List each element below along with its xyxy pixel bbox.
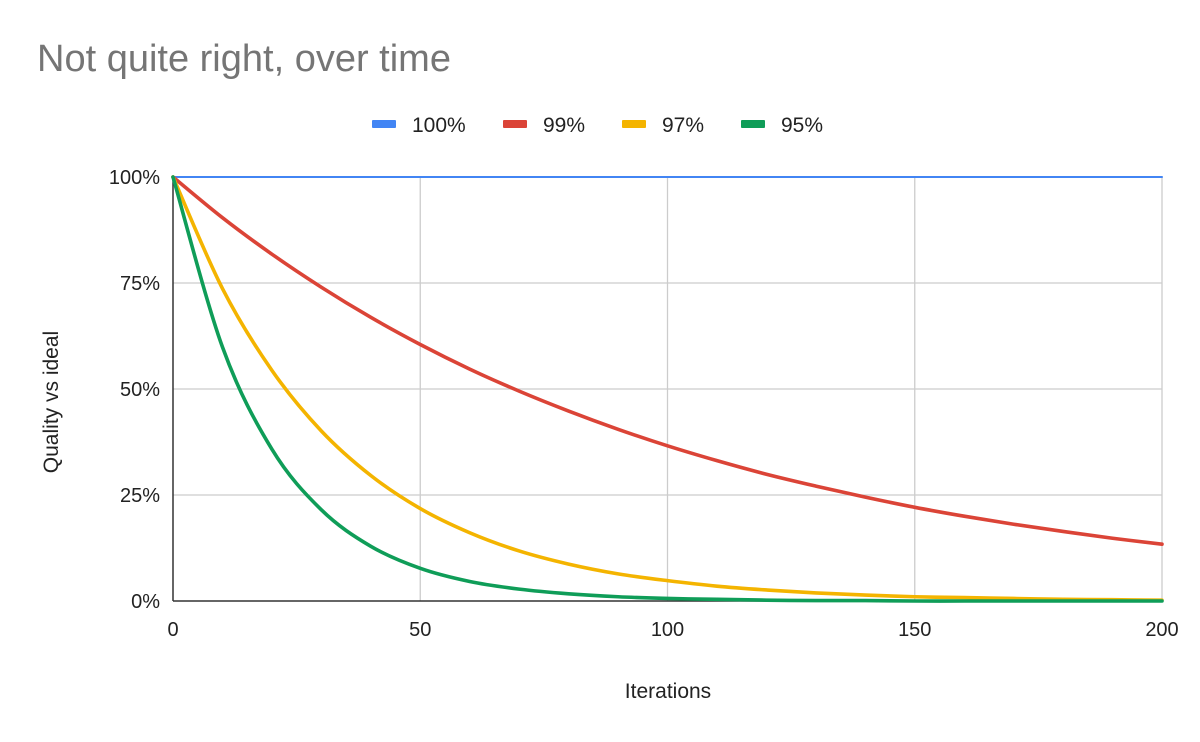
y-tick-label: 100% [109,167,160,189]
legend-label: 95% [781,114,823,137]
legend-label: 100% [412,114,466,137]
x-tick-label: 50 [409,619,431,641]
series-line-2 [171,175,1164,602]
x-tick-label: 200 [1145,619,1178,641]
x-tick-label: 0 [167,619,178,641]
legend: 100% 99% 97% 95% [372,114,823,137]
legend-swatch [741,120,765,128]
x-tick-label: 100 [651,619,684,641]
legend-swatch [372,120,396,128]
gridlines [173,176,1163,601]
y-tick-label: 25% [120,485,160,507]
x-tick-label: 150 [898,619,931,641]
series-lines [171,175,1164,603]
y-tick-label: 75% [120,273,160,295]
series-line-1 [171,175,1164,546]
legend-swatch [503,120,527,128]
x-axis-title: Iterations [625,680,711,703]
chart-title: Not quite right, over time [37,38,451,80]
legend-swatch [622,120,646,128]
y-tick-label: 50% [120,379,160,401]
series-line-3 [171,175,1164,603]
tick-labels: 0% 25% 50% 75% 100% 0 50 100 150 200 [109,167,1179,641]
y-axis-title: Quality vs ideal [40,331,63,473]
legend-label: 99% [543,114,585,137]
legend-label: 97% [662,114,704,137]
y-tick-label: 0% [131,591,160,613]
